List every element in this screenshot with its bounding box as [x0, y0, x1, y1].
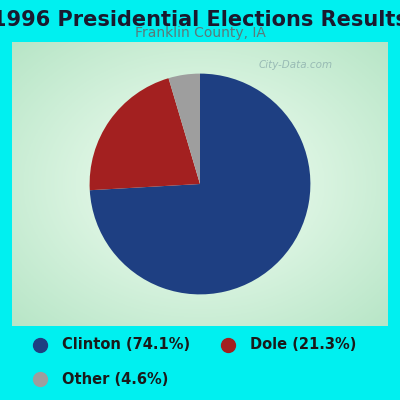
Wedge shape	[90, 74, 310, 294]
Text: Dole (21.3%): Dole (21.3%)	[250, 337, 356, 352]
Wedge shape	[90, 78, 200, 190]
Text: Clinton (74.1%): Clinton (74.1%)	[62, 337, 190, 352]
Text: Franklin County, IA: Franklin County, IA	[134, 26, 266, 40]
Text: City-Data.com: City-Data.com	[258, 60, 332, 70]
Wedge shape	[168, 74, 200, 184]
Text: 1996 Presidential Elections Results: 1996 Presidential Elections Results	[0, 10, 400, 30]
Text: Other (4.6%): Other (4.6%)	[62, 372, 168, 387]
